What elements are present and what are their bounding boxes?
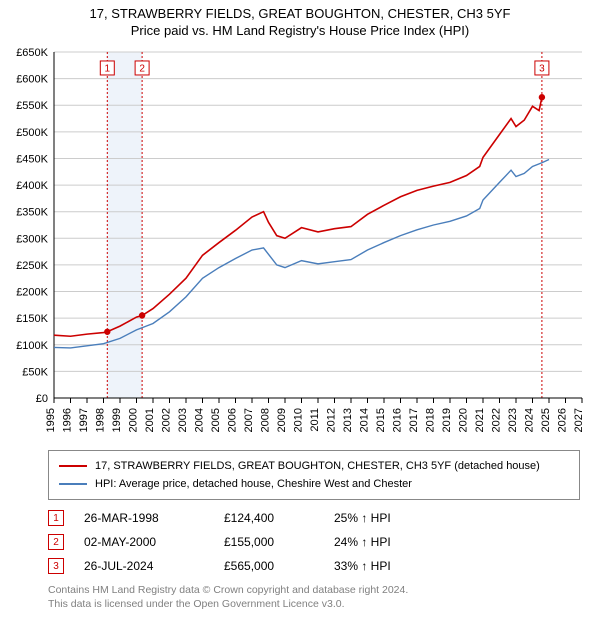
svg-text:£350K: £350K	[16, 207, 48, 219]
svg-text:2013: 2013	[342, 408, 354, 432]
svg-text:2023: 2023	[507, 408, 519, 432]
footer-note: Contains HM Land Registry data © Crown c…	[48, 584, 580, 611]
sale-row: 2 02-MAY-2000 £155,000 24% ↑ HPI	[48, 530, 580, 554]
svg-text:£400K: £400K	[16, 180, 48, 192]
title-block: 17, STRAWBERRY FIELDS, GREAT BOUGHTON, C…	[0, 0, 600, 42]
sale-marker-icon: 1	[48, 510, 64, 526]
svg-text:2019: 2019	[441, 408, 453, 432]
sale-price: £155,000	[224, 535, 334, 549]
svg-text:2002: 2002	[161, 408, 173, 432]
title-line-2: Price paid vs. HM Land Registry's House …	[0, 23, 600, 38]
sale-marker-num: 2	[53, 537, 59, 548]
title-line-1: 17, STRAWBERRY FIELDS, GREAT BOUGHTON, C…	[0, 6, 600, 21]
footer-line-2: This data is licensed under the Open Gov…	[48, 598, 580, 612]
legend-label: 17, STRAWBERRY FIELDS, GREAT BOUGHTON, C…	[95, 460, 540, 472]
legend: 17, STRAWBERRY FIELDS, GREAT BOUGHTON, C…	[48, 450, 580, 500]
svg-text:1996: 1996	[62, 408, 74, 432]
svg-text:2018: 2018	[425, 408, 437, 432]
sale-date: 26-MAR-1998	[84, 511, 224, 525]
svg-text:2025: 2025	[540, 408, 552, 432]
svg-text:2012: 2012	[326, 408, 338, 432]
svg-text:2021: 2021	[474, 408, 486, 432]
svg-text:2014: 2014	[359, 408, 371, 432]
svg-text:2020: 2020	[458, 408, 470, 432]
svg-text:2: 2	[139, 63, 145, 74]
svg-text:1999: 1999	[111, 408, 123, 432]
sale-marker-num: 3	[53, 561, 59, 572]
sale-row: 3 26-JUL-2024 £565,000 33% ↑ HPI	[48, 554, 580, 578]
svg-text:2006: 2006	[227, 408, 239, 432]
svg-text:£550K: £550K	[16, 100, 48, 112]
sale-hpi: 24% ↑ HPI	[334, 535, 454, 549]
svg-text:2011: 2011	[309, 408, 321, 432]
svg-text:£0: £0	[36, 393, 48, 405]
svg-text:2027: 2027	[573, 408, 585, 432]
sale-price: £565,000	[224, 559, 334, 573]
sale-marker-icon: 2	[48, 534, 64, 550]
svg-text:2017: 2017	[408, 408, 420, 432]
sale-hpi: 33% ↑ HPI	[334, 559, 454, 573]
svg-text:2009: 2009	[276, 408, 288, 432]
legend-swatch	[59, 483, 87, 485]
svg-text:1997: 1997	[78, 408, 90, 432]
svg-text:1995: 1995	[45, 408, 57, 432]
svg-text:2005: 2005	[210, 408, 222, 432]
svg-text:2004: 2004	[194, 408, 206, 432]
legend-swatch	[59, 465, 87, 467]
svg-text:2003: 2003	[177, 408, 189, 432]
svg-text:£300K: £300K	[16, 233, 48, 245]
svg-text:2007: 2007	[243, 408, 255, 432]
svg-text:£250K: £250K	[16, 260, 48, 272]
svg-text:2016: 2016	[392, 408, 404, 432]
svg-text:£650K: £650K	[16, 47, 48, 59]
sale-row: 1 26-MAR-1998 £124,400 25% ↑ HPI	[48, 506, 580, 530]
legend-item: 17, STRAWBERRY FIELDS, GREAT BOUGHTON, C…	[59, 457, 569, 475]
legend-item: HPI: Average price, detached house, Ches…	[59, 475, 569, 493]
sales-table: 1 26-MAR-1998 £124,400 25% ↑ HPI 2 02-MA…	[48, 506, 580, 578]
svg-text:2008: 2008	[260, 408, 272, 432]
svg-text:£100K: £100K	[16, 340, 48, 352]
svg-text:3: 3	[539, 63, 545, 74]
sale-date: 02-MAY-2000	[84, 535, 224, 549]
svg-text:£200K: £200K	[16, 287, 48, 299]
svg-text:£150K: £150K	[16, 313, 48, 325]
chart-container: 17, STRAWBERRY FIELDS, GREAT BOUGHTON, C…	[0, 0, 600, 611]
svg-text:2015: 2015	[375, 408, 387, 432]
svg-text:2001: 2001	[144, 408, 156, 432]
svg-text:2010: 2010	[293, 408, 305, 432]
svg-text:2022: 2022	[491, 408, 503, 432]
sale-date: 26-JUL-2024	[84, 559, 224, 573]
legend-label: HPI: Average price, detached house, Ches…	[95, 478, 412, 490]
chart-svg: £0 £50K £100K £150K £200K £250K £300K £350K £400…	[0, 42, 600, 442]
svg-text:2026: 2026	[557, 408, 569, 432]
svg-text:£50K: £50K	[22, 366, 48, 378]
svg-text:£500K: £500K	[16, 127, 48, 139]
sale-price: £124,400	[224, 511, 334, 525]
chart-area: £0 £50K £100K £150K £200K £250K £300K £350K £400…	[0, 42, 600, 442]
svg-text:2024: 2024	[524, 408, 536, 432]
sale-hpi: 25% ↑ HPI	[334, 511, 454, 525]
svg-text:2000: 2000	[128, 408, 140, 432]
svg-text:1998: 1998	[95, 408, 107, 432]
footer-line-1: Contains HM Land Registry data © Crown c…	[48, 584, 580, 598]
sale-marker-num: 1	[53, 513, 59, 524]
sale-marker-icon: 3	[48, 558, 64, 574]
svg-text:1: 1	[105, 63, 111, 74]
svg-text:£600K: £600K	[16, 74, 48, 86]
svg-text:£450K: £450K	[16, 153, 48, 165]
